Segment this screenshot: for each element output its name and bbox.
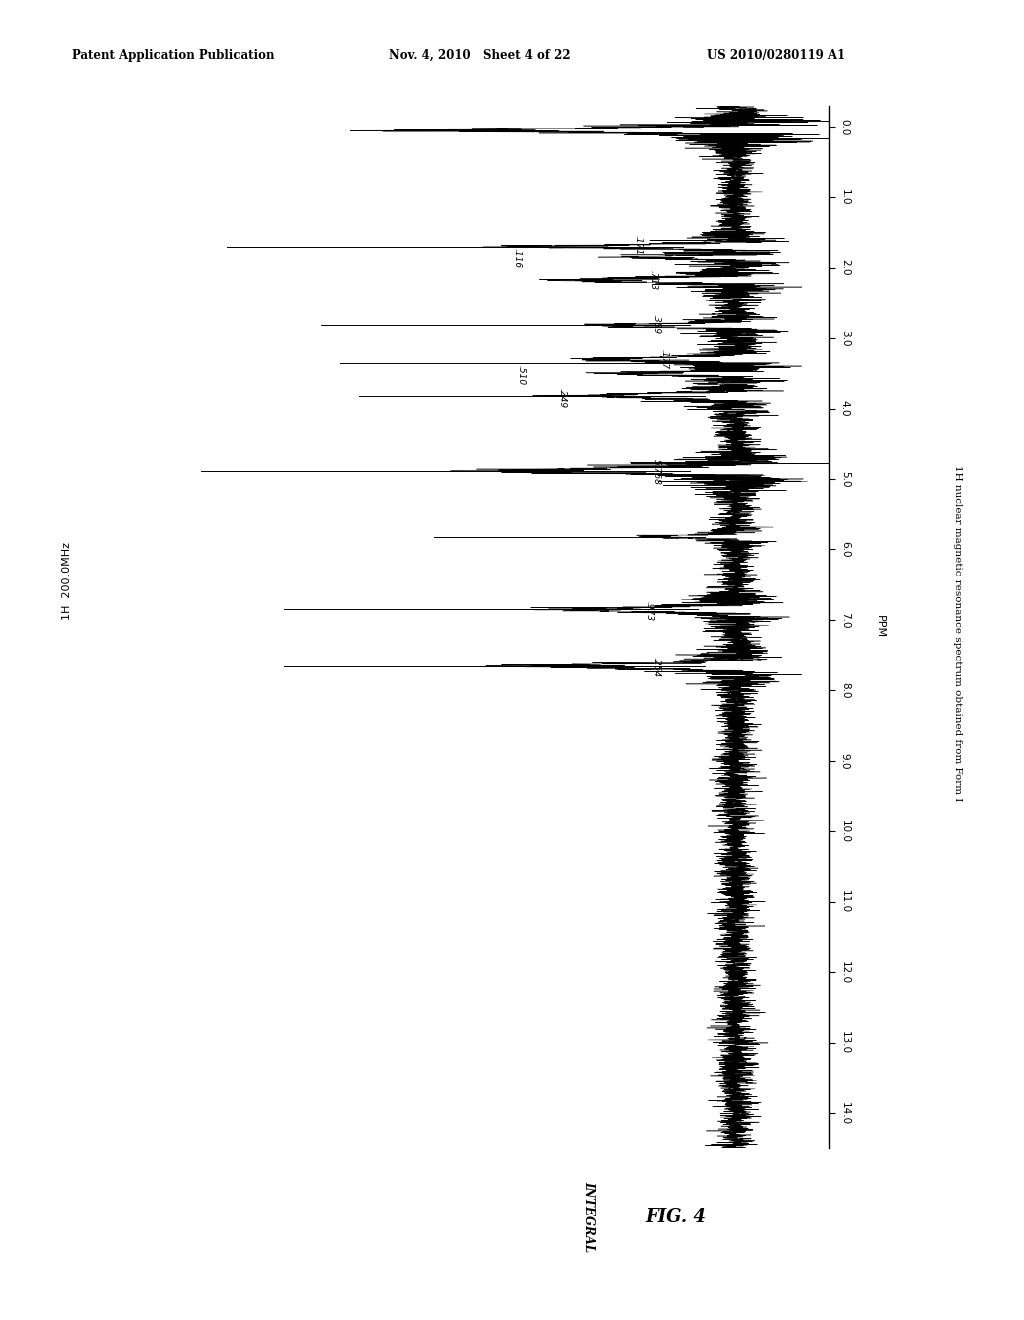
Text: INTEGRAL: INTEGRAL <box>583 1181 595 1253</box>
Y-axis label: PPM: PPM <box>874 615 885 639</box>
Text: .116: .116 <box>513 248 521 268</box>
Text: .510: .510 <box>516 364 525 385</box>
Text: 1H nuclear magnetic resonance spectrum obtained from Form I: 1H nuclear magnetic resonance spectrum o… <box>953 466 962 801</box>
Text: Nov. 4, 2010   Sheet 4 of 22: Nov. 4, 2010 Sheet 4 of 22 <box>389 49 570 62</box>
Text: Patent Application Publication: Patent Application Publication <box>72 49 274 62</box>
Text: .177: .177 <box>659 350 669 370</box>
Text: .254: .254 <box>652 657 660 677</box>
Text: 5.768: 5.768 <box>652 459 660 484</box>
Text: .389: .389 <box>652 314 660 334</box>
Text: .713: .713 <box>648 271 657 290</box>
Text: .249: .249 <box>558 388 566 408</box>
Text: .171: .171 <box>633 235 642 255</box>
Text: US 2010/0280119 A1: US 2010/0280119 A1 <box>707 49 845 62</box>
Text: FIG. 4: FIG. 4 <box>645 1208 706 1226</box>
Text: .973: .973 <box>644 602 653 622</box>
Text: 1H  200.0MHz: 1H 200.0MHz <box>61 541 72 620</box>
